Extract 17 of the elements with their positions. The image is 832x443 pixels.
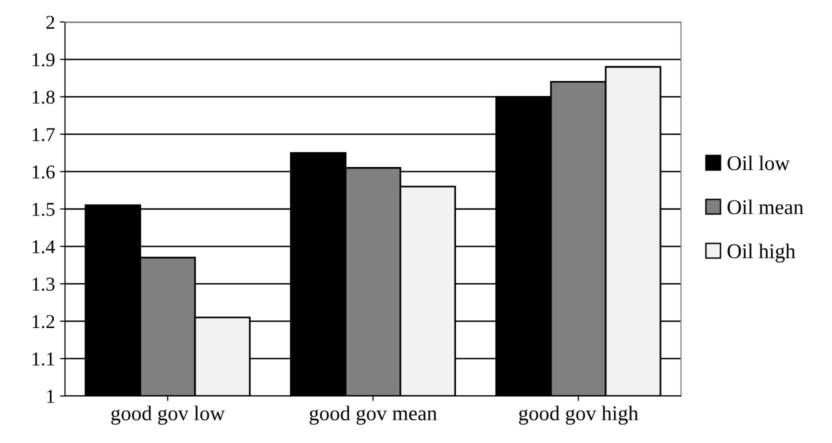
legend-label: Oil low bbox=[728, 156, 790, 170]
y-tick-label: 1 bbox=[47, 390, 54, 403]
y-tick-label: 1.3 bbox=[32, 278, 55, 291]
y-tick-label: 1.1 bbox=[32, 352, 54, 366]
legend-label: Oil high bbox=[728, 244, 796, 263]
y-tick-label: 1.6 bbox=[32, 165, 55, 179]
y-tick-label: 1.5 bbox=[32, 202, 55, 216]
x-tick-label: good gov mean bbox=[310, 406, 437, 425]
legend-label: Oil mean bbox=[728, 200, 804, 214]
y-tick-label: 1.4 bbox=[32, 240, 55, 254]
x-tick-label: good gov high bbox=[519, 406, 638, 425]
y-tick-label: 1.9 bbox=[32, 53, 54, 66]
y-tick-label: 1.7 bbox=[32, 128, 55, 142]
x-tick-label: good gov low bbox=[111, 406, 225, 425]
y-tick-label: 1.2 bbox=[32, 315, 54, 328]
y-tick-label: 1.8 bbox=[32, 90, 55, 104]
y-tick-label: 2 bbox=[46, 16, 54, 29]
